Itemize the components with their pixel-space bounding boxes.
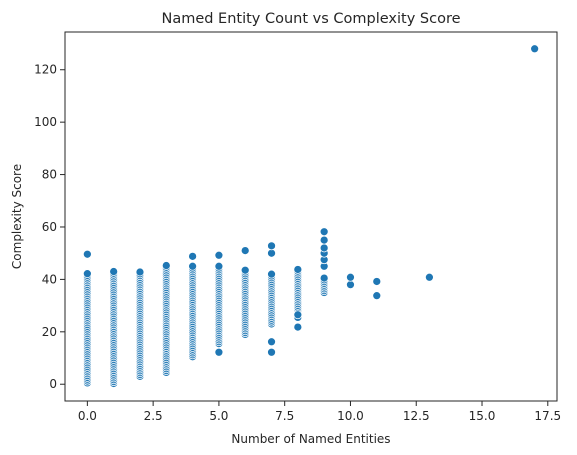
- data-point: [319, 273, 329, 283]
- data-point: [82, 249, 92, 259]
- data-point: [346, 280, 355, 290]
- data-point: [293, 310, 303, 320]
- data-point: [267, 347, 276, 357]
- x-tick-label: 10.0: [337, 409, 364, 423]
- data-point: [188, 261, 197, 271]
- x-axis: 0.0 2.5 5.0 7.5 10.0 12.5 15.0 17.5: [78, 401, 561, 423]
- data-point: [188, 251, 197, 261]
- data-point: [293, 322, 303, 332]
- data-point: [372, 277, 382, 286]
- data-point: [109, 267, 119, 276]
- data-point: [346, 272, 355, 282]
- x-tick-label: 2.5: [144, 409, 163, 423]
- data-point: [214, 261, 224, 271]
- data-point: [293, 265, 303, 274]
- plot-frame: [64, 31, 558, 402]
- chart-title: Named Entity Count vs Complexity Score: [161, 11, 460, 27]
- data-point: [214, 250, 224, 260]
- data-point: [240, 246, 250, 255]
- y-tick-label: 20: [42, 325, 57, 339]
- data-point: [530, 44, 540, 54]
- data-point: [319, 235, 329, 245]
- y-axis-label: Complexity Score: [10, 164, 24, 269]
- data-point: [267, 241, 276, 251]
- y-tick-label: 60: [42, 220, 57, 234]
- y-tick-label: 100: [34, 115, 57, 129]
- data-point: [214, 347, 224, 357]
- x-tick-label: 17.5: [534, 409, 561, 423]
- data-point: [267, 248, 276, 258]
- x-tick-label: 12.5: [403, 409, 430, 423]
- x-tick-label: 5.0: [209, 409, 228, 423]
- data-point: [267, 337, 276, 347]
- data-point: [372, 291, 382, 301]
- y-tick-label: 0: [49, 377, 57, 391]
- data-point: [425, 272, 434, 282]
- x-tick-label: 7.5: [275, 409, 294, 423]
- y-tick-label: 120: [34, 63, 57, 77]
- data-point: [240, 265, 250, 275]
- data-points: [82, 44, 540, 388]
- data-point: [135, 267, 145, 277]
- data-point: [82, 269, 92, 279]
- y-tick-label: 40: [42, 272, 57, 286]
- x-tick-label: 0.0: [78, 409, 97, 423]
- data-point: [267, 269, 276, 279]
- data-point: [319, 243, 329, 253]
- data-point: [161, 261, 171, 270]
- x-axis-label: Number of Named Entities: [231, 432, 390, 446]
- y-axis: 0 20 40 60 80 100 120: [34, 63, 65, 391]
- data-point: [319, 227, 329, 237]
- x-tick-label: 15.0: [469, 409, 496, 423]
- y-tick-label: 80: [42, 168, 57, 182]
